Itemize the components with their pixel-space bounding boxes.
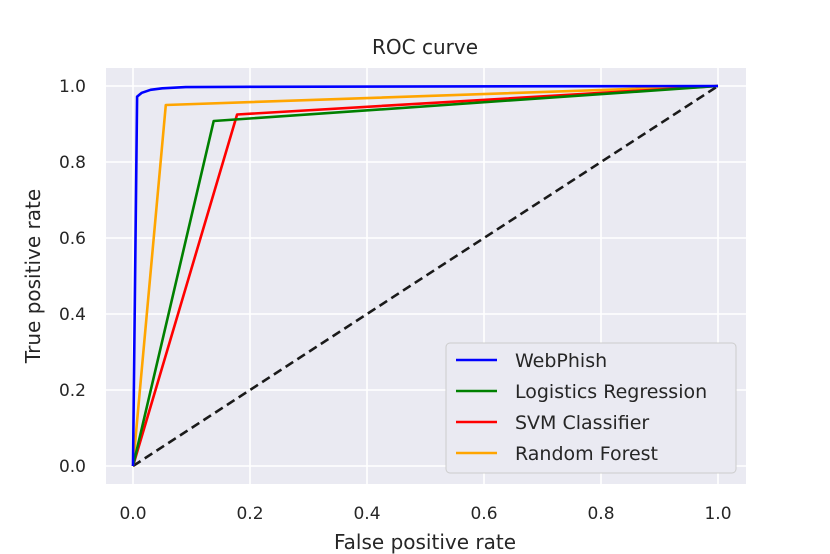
legend: WebPhish Logistics Regression SVM Classifi… <box>445 342 737 474</box>
legend-label: SVM Classifier <box>515 412 649 434</box>
legend-label: WebPhish <box>515 350 607 372</box>
x-tick-label: 0.0 <box>119 504 146 524</box>
chart-title: ROC curve <box>372 35 478 59</box>
x-axis-label: False positive rate <box>334 530 516 554</box>
x-tick-label: 0.2 <box>236 504 263 524</box>
series-group <box>131 84 719 467</box>
x-tick-label: 0.4 <box>353 504 380 524</box>
legend-label: Logistics Regression <box>515 381 707 403</box>
chance-line <box>132 84 719 468</box>
x-tick-label: 0.6 <box>470 504 497 524</box>
series-line-svm-classifier <box>131 84 719 467</box>
grid <box>106 68 746 484</box>
legend-box <box>445 342 737 474</box>
y-tick-label: 1.0 <box>59 77 86 97</box>
y-tick-label: 0.4 <box>59 305 86 325</box>
x-tick-label: 0.8 <box>587 504 614 524</box>
series-line-random-forest <box>131 84 719 467</box>
chance-diagonal <box>132 84 719 468</box>
y-tick-label: 0.2 <box>59 381 86 401</box>
y-axis-label: True positive rate <box>21 189 45 364</box>
x-tick-label: 1.0 <box>704 504 731 524</box>
tick-labels: 0.0 0.2 0.4 0.6 0.8 1.0 0.0 0.2 0.4 0.6 0.8 1.0 <box>59 77 732 524</box>
legend-label: Random Forest <box>515 443 658 465</box>
series-line-logistics-regression <box>131 84 719 467</box>
y-tick-label: 0.6 <box>59 229 86 249</box>
y-tick-label: 0.0 <box>59 457 86 477</box>
series-line-webphish <box>131 84 719 467</box>
y-tick-label: 0.8 <box>59 153 86 173</box>
